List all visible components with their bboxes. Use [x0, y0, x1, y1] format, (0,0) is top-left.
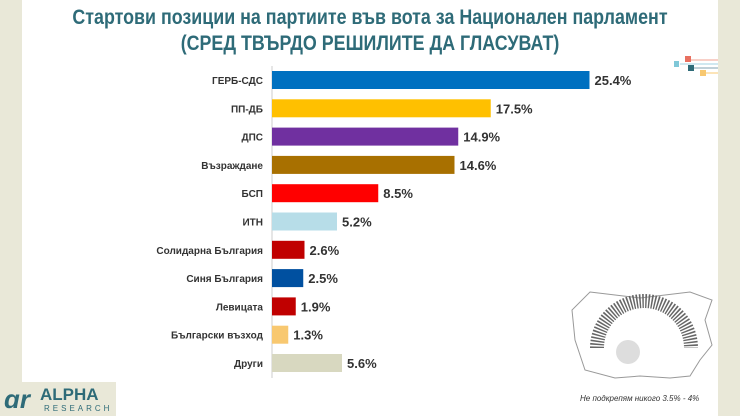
bar	[272, 127, 459, 146]
bar	[272, 184, 379, 203]
bar	[272, 71, 590, 89]
category-label: БСП	[242, 189, 263, 200]
category-label: ПП-ДБ	[231, 104, 263, 115]
category-label: ГЕРБ-СДС	[212, 76, 263, 87]
category-label: Възраждане	[201, 161, 263, 172]
data-label: 25.4%	[595, 73, 632, 88]
logo-mark-icon: ɑr	[4, 384, 30, 414]
data-label: 1.9%	[301, 299, 331, 314]
data-label: 5.6%	[347, 356, 377, 371]
logo-sub: RESEARCH	[44, 404, 113, 413]
category-label: Солидарна България	[156, 246, 263, 257]
data-label: 2.6%	[310, 243, 340, 258]
bar	[272, 354, 342, 372]
footnote: Не подкрепям никого 3.5% - 4%	[580, 394, 700, 403]
category-label: Други	[234, 359, 263, 370]
category-label: ДПС	[241, 133, 263, 144]
logo-name: ALPHA	[40, 385, 99, 404]
data-label: 17.5%	[496, 101, 533, 116]
decor-lines-icon	[674, 56, 718, 76]
chart-title: Стартови позиции на партиите във вота за…	[72, 6, 668, 29]
chart-subtitle: (СРЕД ТВЪРДО РЕШИЛИТЕ ДА ГЛАСУВАТ)	[180, 32, 560, 55]
category-label: Синя България	[186, 274, 263, 285]
bar	[272, 155, 455, 174]
data-label: 14.9%	[463, 130, 500, 145]
category-label: Левицата	[216, 302, 264, 313]
data-label: 8.5%	[383, 186, 413, 201]
data-label: 2.5%	[308, 271, 338, 286]
bar	[272, 297, 296, 316]
bar	[272, 99, 491, 118]
category-label: Български възход	[171, 331, 264, 342]
bar	[272, 269, 304, 288]
alpha-research-logo: ɑr ALPHA RESEARCH	[0, 382, 116, 416]
bar	[272, 325, 289, 344]
category-label: ИТН	[242, 218, 263, 229]
bar	[272, 212, 337, 231]
data-label: 5.2%	[342, 215, 372, 230]
data-label: 14.6%	[460, 158, 497, 173]
data-label: 1.3%	[293, 328, 323, 343]
bulgaria-map-icon	[571, 291, 713, 379]
bar	[272, 240, 305, 259]
